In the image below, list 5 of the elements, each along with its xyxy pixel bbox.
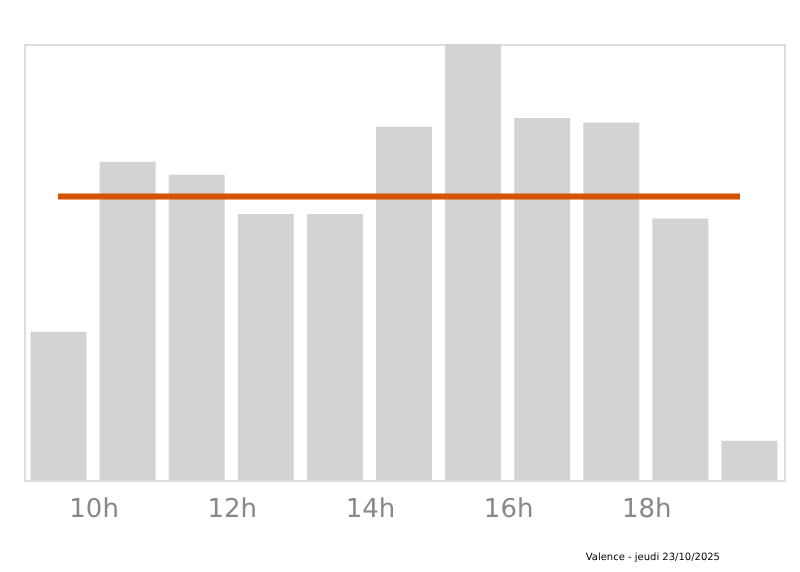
x-tick-label: 16h — [483, 495, 534, 525]
x-tick-label: 18h — [622, 495, 672, 525]
x-tick-label: 12h — [207, 495, 258, 525]
x-tick-label: 10h — [69, 495, 119, 525]
x-tick-label: 14h — [345, 495, 396, 525]
